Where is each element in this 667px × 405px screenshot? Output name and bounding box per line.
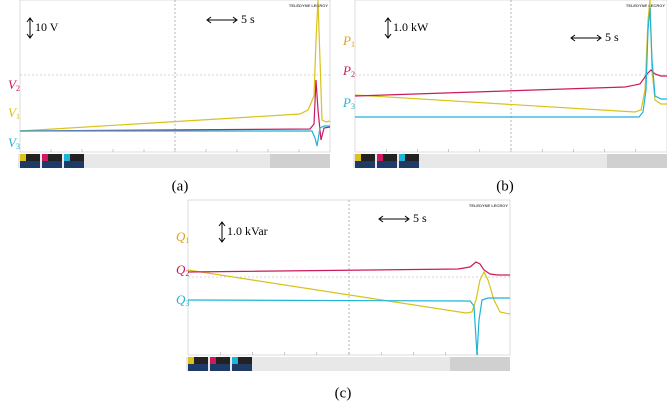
channel-box — [188, 364, 208, 371]
trace-label: P1 — [342, 33, 355, 49]
channel-box — [42, 161, 62, 168]
trace-label: V3 — [8, 135, 20, 151]
trace-label: V1 — [8, 105, 20, 121]
trace-label: P3 — [342, 95, 355, 111]
channel-tag — [377, 154, 383, 161]
channel-tag — [188, 357, 194, 364]
channel-tag — [210, 357, 216, 364]
amplitude-scale: 1.0 kVar — [227, 224, 268, 238]
trace-symbol: P — [342, 63, 351, 78]
trace-symbol: P — [342, 95, 351, 110]
trace-label: Q1 — [176, 229, 189, 245]
trace-subscript: 1 — [351, 40, 355, 49]
channel-tag — [42, 154, 48, 161]
trace-label: P2 — [342, 63, 355, 79]
timebase-box — [270, 154, 330, 168]
time-scale: 5 s — [605, 30, 619, 44]
caption: (c) — [335, 385, 352, 401]
trace-label: V2 — [8, 77, 20, 93]
time-scale: 5 s — [413, 211, 427, 225]
channel-box — [210, 364, 230, 371]
trace-symbol: P — [342, 33, 351, 48]
scope-panel: TELEDYNE LECROY 10 V 5 s V2 V1 V3 (a) — [8, 0, 330, 194]
scope-panel: TELEDYNE LECROY 1.0 kVar 5 s Q1 Q2 Q3 (c) — [176, 200, 510, 401]
amplitude-scale: 1.0 kW — [393, 20, 429, 34]
trace-subscript: 1 — [185, 236, 189, 245]
channel-box — [232, 364, 252, 371]
logo: TELEDYNE LECROY — [289, 3, 328, 8]
timebase-box — [450, 357, 510, 371]
trace-subscript: 3 — [185, 299, 189, 308]
logo: TELEDYNE LECROY — [626, 3, 665, 8]
caption: (b) — [496, 178, 514, 194]
time-scale: 5 s — [241, 12, 255, 26]
trace-subscript: 2 — [16, 84, 20, 93]
channel-box — [399, 161, 419, 168]
channel-box — [377, 161, 397, 168]
channel-tag — [232, 357, 238, 364]
channel-box — [355, 161, 375, 168]
trace-subscript: 3 — [16, 142, 20, 151]
trace-subscript: 2 — [185, 269, 189, 278]
channel-tag — [64, 154, 70, 161]
channel-box — [64, 161, 84, 168]
channel-tag — [355, 154, 361, 161]
channel-box — [20, 161, 40, 168]
logo: TELEDYNE LECROY — [469, 203, 508, 208]
channel-tag — [399, 154, 405, 161]
caption: (a) — [172, 178, 189, 194]
trace-label: Q3 — [176, 292, 189, 308]
trace-label: Q2 — [176, 262, 189, 278]
channel-tag — [20, 154, 26, 161]
trace-subscript: 1 — [16, 112, 20, 121]
trace-subscript: 2 — [351, 70, 355, 79]
amplitude-scale: 10 V — [35, 20, 59, 34]
timebase-box — [607, 154, 667, 168]
figure: TELEDYNE LECROY10 V5 sV2V1V3(a)TELEDYNE … — [0, 0, 667, 405]
trace-subscript: 3 — [351, 102, 355, 111]
